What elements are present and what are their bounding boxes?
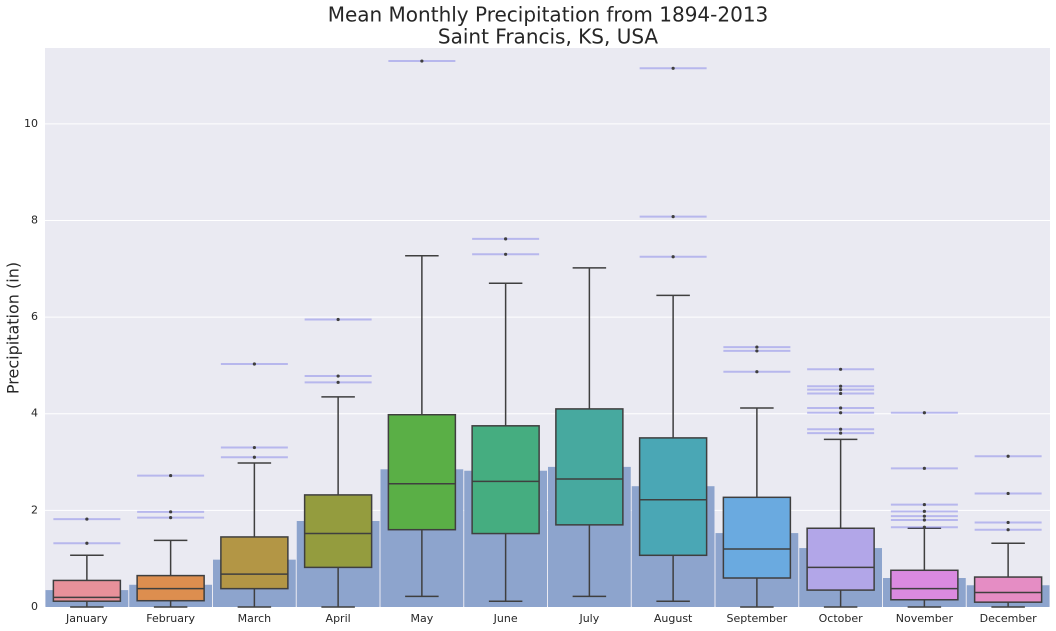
flier xyxy=(839,384,843,388)
y-tick-label: 4 xyxy=(31,407,38,420)
flier xyxy=(169,510,173,514)
x-tick-label: March xyxy=(238,612,272,625)
x-tick-label: July xyxy=(578,612,599,625)
flier xyxy=(839,427,843,431)
flier xyxy=(1006,520,1010,525)
y-axis-label: Precipitation (in) xyxy=(4,262,23,394)
flier xyxy=(839,391,843,396)
flier xyxy=(922,411,926,415)
x-tick-label: May xyxy=(411,612,434,625)
chart-title: Mean Monthly Precipitation from 1894-201… xyxy=(328,3,769,27)
flier xyxy=(1006,491,1010,496)
flier xyxy=(504,252,508,256)
box xyxy=(973,576,1043,603)
y-tick-label: 10 xyxy=(24,117,38,130)
box xyxy=(52,579,122,602)
x-tick-label: October xyxy=(819,612,863,625)
flier xyxy=(922,514,926,518)
box xyxy=(555,408,624,526)
x-tick-label: September xyxy=(726,612,787,625)
flier xyxy=(420,59,424,63)
flier xyxy=(922,466,926,470)
flier xyxy=(839,411,843,415)
flier xyxy=(839,367,843,371)
flier xyxy=(252,455,256,459)
x-tick-label: November xyxy=(896,612,954,625)
flier xyxy=(1006,454,1010,458)
x-tick-label: December xyxy=(980,612,1038,625)
flier xyxy=(922,502,926,507)
x-tick-label: April xyxy=(326,612,351,625)
flier xyxy=(755,370,759,374)
flier xyxy=(252,362,256,366)
flier xyxy=(252,445,256,450)
flier xyxy=(336,317,340,322)
y-tick-label: 6 xyxy=(31,310,38,323)
box xyxy=(471,425,540,535)
plot-background xyxy=(45,48,1050,607)
flier xyxy=(169,516,173,520)
flier xyxy=(671,215,675,219)
box xyxy=(387,413,457,531)
flier xyxy=(755,345,759,349)
box xyxy=(638,437,708,557)
box xyxy=(722,496,792,579)
flier xyxy=(922,525,926,529)
flier xyxy=(85,517,89,521)
y-tick-label: 0 xyxy=(31,600,38,613)
x-tick-label: January xyxy=(65,612,108,625)
x-tick-label: February xyxy=(146,612,195,625)
flier xyxy=(671,66,675,70)
flier xyxy=(336,374,340,378)
flier xyxy=(839,387,843,392)
x-tick-label: June xyxy=(493,612,518,625)
box xyxy=(806,527,875,591)
flier xyxy=(169,473,173,478)
flier xyxy=(504,237,508,241)
flier xyxy=(1006,528,1010,532)
box xyxy=(220,536,289,590)
flier xyxy=(839,406,843,410)
x-tick-label: August xyxy=(654,612,693,625)
y-tick-label: 8 xyxy=(31,213,38,226)
flier xyxy=(755,349,759,353)
flier xyxy=(85,541,89,545)
flier xyxy=(922,518,926,522)
box xyxy=(303,494,373,569)
box xyxy=(890,569,959,601)
y-tick-label: 2 xyxy=(31,503,38,516)
flier xyxy=(839,431,843,435)
flier xyxy=(922,509,926,513)
flier xyxy=(671,255,675,259)
flier xyxy=(336,380,340,384)
chart-subtitle: Saint Francis, KS, USA xyxy=(438,25,659,49)
